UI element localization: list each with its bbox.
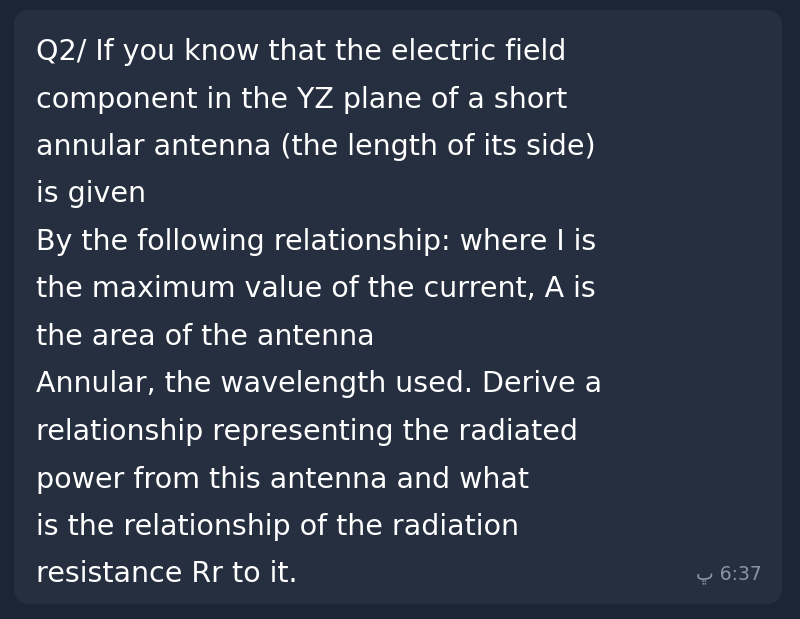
Text: is given: is given — [36, 181, 146, 209]
Text: By the following relationship: where I is: By the following relationship: where I i… — [36, 228, 596, 256]
Text: annular antenna (the length of its side): annular antenna (the length of its side) — [36, 133, 596, 161]
Text: ڀ 6:37: ڀ 6:37 — [696, 565, 762, 584]
Text: the maximum value of the current, A is: the maximum value of the current, A is — [36, 275, 596, 303]
Text: power from this antenna and what: power from this antenna and what — [36, 465, 529, 493]
FancyBboxPatch shape — [14, 10, 782, 604]
Text: component in the YZ plane of a short: component in the YZ plane of a short — [36, 85, 567, 113]
Text: Annular, the wavelength used. Derive a: Annular, the wavelength used. Derive a — [36, 371, 602, 399]
Text: resistance Rr to it.: resistance Rr to it. — [36, 560, 298, 589]
Text: relationship representing the radiated: relationship representing the radiated — [36, 418, 578, 446]
Text: Q2/ If you know that the electric field: Q2/ If you know that the electric field — [36, 38, 566, 66]
Text: is the relationship of the radiation: is the relationship of the radiation — [36, 513, 519, 541]
Text: the area of the antenna: the area of the antenna — [36, 323, 374, 351]
